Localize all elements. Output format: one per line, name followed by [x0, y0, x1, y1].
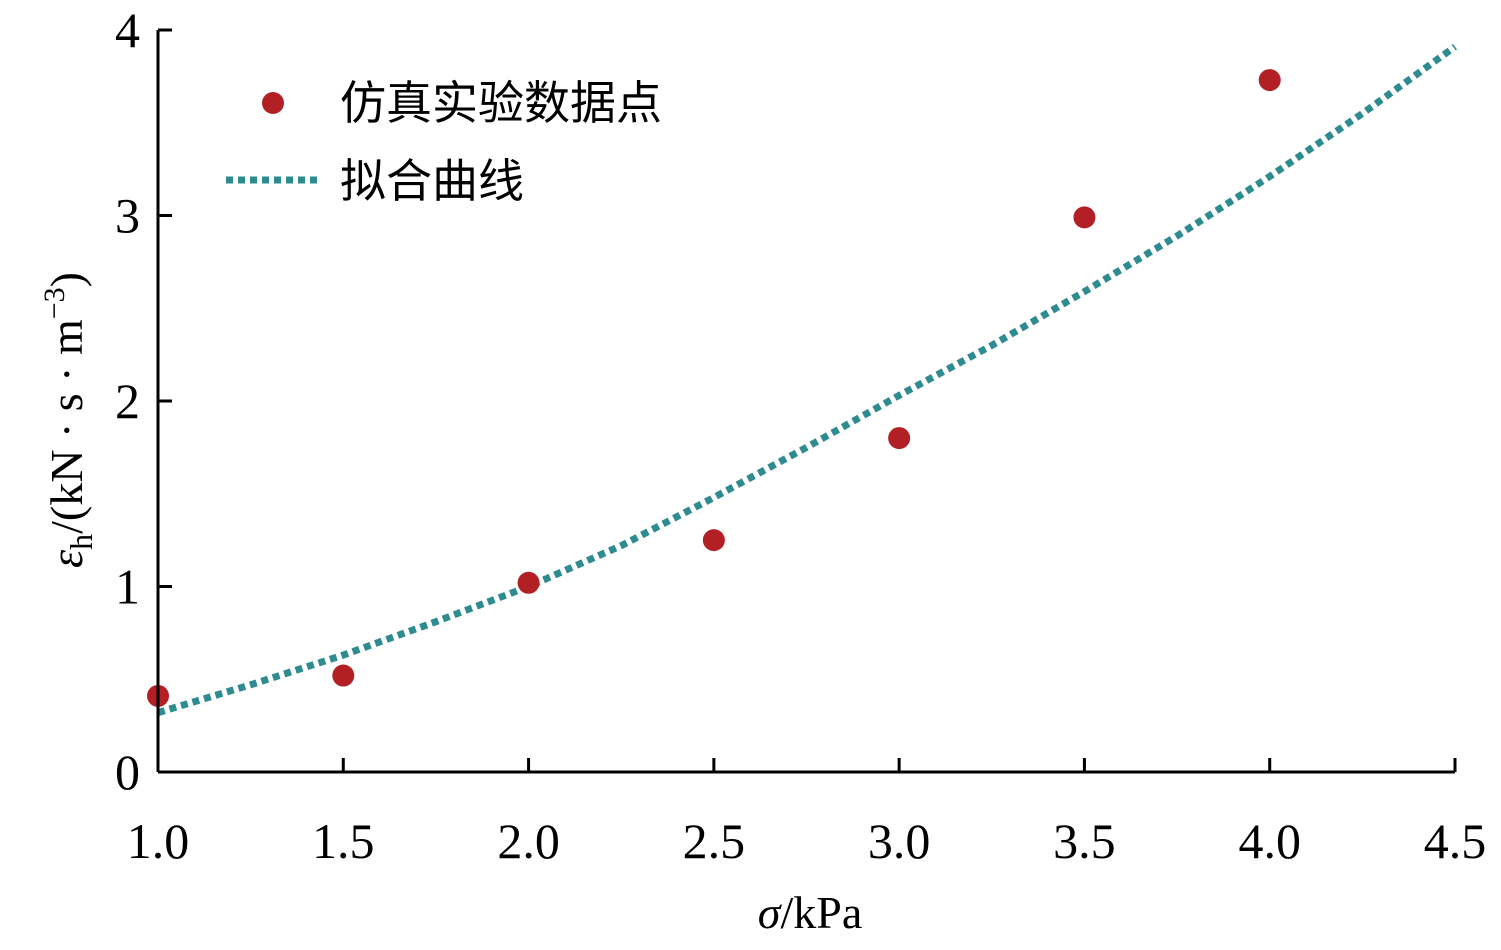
legend-label-scatter: 仿真实验数据点 [340, 78, 662, 129]
data-points-layer [147, 69, 1281, 707]
x-tick-label: 2.0 [497, 813, 560, 869]
y-tick-label: 4 [115, 2, 140, 58]
x-axis-title: σ/kPa [758, 887, 862, 938]
y-axis-title: εh/(kN · s · m−3) [38, 272, 99, 568]
y-tick-label: 3 [115, 188, 140, 244]
axes [156, 28, 1457, 774]
x-tick-label: 4.0 [1238, 813, 1301, 869]
x-tick-label: 1.0 [127, 813, 190, 869]
x-tick-label: 1.5 [312, 813, 375, 869]
fit-curve-layer [156, 43, 1458, 716]
data-point [517, 571, 540, 594]
data-point [1258, 69, 1281, 92]
data-point [888, 427, 911, 450]
x-tick-label: 3.0 [868, 813, 931, 869]
legend-marker-scatter [262, 92, 284, 114]
y-tick-label: 1 [115, 559, 140, 615]
data-point [1073, 206, 1096, 229]
legend-label-fit-line: 拟合曲线 [340, 156, 524, 207]
data-point [332, 664, 355, 687]
data-point [702, 529, 725, 552]
x-tick-label: 3.5 [1053, 813, 1116, 869]
y-tick-label: 0 [115, 744, 140, 800]
x-tick-label: 2.5 [683, 813, 746, 869]
fit-curve [156, 43, 1458, 716]
y-tick-label: 2 [115, 373, 140, 429]
x-tick-label: 4.5 [1424, 813, 1487, 869]
tick-labels: 1.0 1.5 2.0 2.5 3.0 3.5 4.0 4.5 0 1 2 3 4 [115, 2, 1486, 869]
legend: 仿真实验数据点 拟合曲线 [226, 78, 662, 207]
